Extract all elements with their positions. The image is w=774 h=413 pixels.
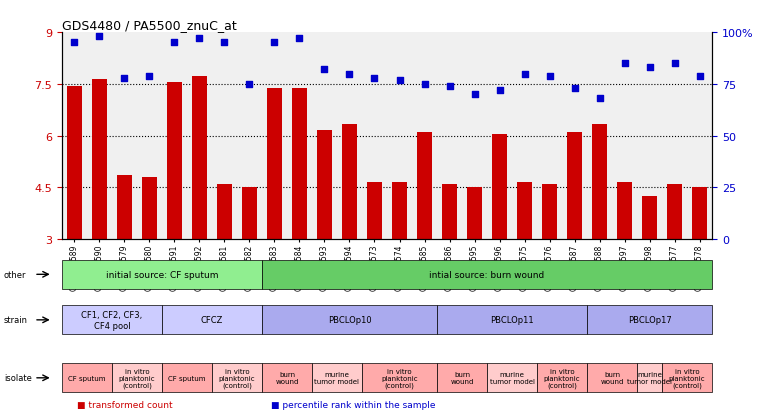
Bar xyxy=(242,187,257,240)
Point xyxy=(393,77,406,84)
Bar xyxy=(642,197,657,240)
Bar xyxy=(317,131,332,240)
Point xyxy=(643,65,656,71)
Text: burn
wound: burn wound xyxy=(450,371,474,385)
Point xyxy=(218,40,231,47)
Bar xyxy=(692,187,707,240)
Text: in vitro
planktonic
(control): in vitro planktonic (control) xyxy=(381,368,418,388)
Point xyxy=(143,73,156,80)
Point xyxy=(168,40,180,47)
Point xyxy=(318,67,330,74)
Point xyxy=(444,83,456,90)
Text: murine
tumor model: murine tumor model xyxy=(489,371,535,385)
Point xyxy=(243,81,255,88)
Text: CF sputum: CF sputum xyxy=(68,375,106,381)
Bar xyxy=(167,83,182,240)
Bar xyxy=(592,124,607,240)
Point xyxy=(493,88,505,94)
Text: GDS4480 / PA5500_znuC_at: GDS4480 / PA5500_znuC_at xyxy=(62,19,237,32)
Text: murine
tumor model: murine tumor model xyxy=(314,371,359,385)
Point xyxy=(194,36,206,43)
Text: CFCZ: CFCZ xyxy=(200,316,223,325)
Point xyxy=(68,40,80,47)
Text: ■ percentile rank within the sample: ■ percentile rank within the sample xyxy=(271,400,436,409)
Bar xyxy=(517,183,532,240)
Text: intial source: burn wound: intial source: burn wound xyxy=(430,270,545,279)
Bar xyxy=(267,89,282,240)
Bar xyxy=(342,124,357,240)
Bar xyxy=(292,89,307,240)
Point xyxy=(669,61,681,67)
Point xyxy=(618,61,631,67)
Text: isolate: isolate xyxy=(4,373,32,382)
Point xyxy=(344,71,356,78)
Bar xyxy=(617,183,632,240)
Text: burn
wound: burn wound xyxy=(276,371,299,385)
Text: PBCLOp17: PBCLOp17 xyxy=(628,316,671,325)
Bar xyxy=(367,183,382,240)
Point xyxy=(93,34,105,40)
Text: CF sputum: CF sputum xyxy=(168,375,206,381)
Text: other: other xyxy=(4,270,26,279)
Point xyxy=(118,75,131,82)
Point xyxy=(519,71,531,78)
Text: in vitro
planktonic
(control): in vitro planktonic (control) xyxy=(218,368,255,388)
Text: initial source: CF sputum: initial source: CF sputum xyxy=(106,270,218,279)
Text: PBCLOp11: PBCLOp11 xyxy=(490,316,534,325)
Point xyxy=(694,73,706,80)
Bar xyxy=(142,178,157,240)
Bar xyxy=(67,86,82,240)
Point xyxy=(368,75,381,82)
Text: murine
tumor model: murine tumor model xyxy=(627,371,672,385)
Bar xyxy=(567,133,582,240)
Point xyxy=(543,73,556,80)
Text: in vitro
planktonic
(control): in vitro planktonic (control) xyxy=(118,368,156,388)
Bar xyxy=(492,135,507,240)
Bar xyxy=(117,176,132,240)
Point xyxy=(568,85,580,92)
Bar xyxy=(442,185,457,240)
Bar xyxy=(417,133,432,240)
Bar xyxy=(667,185,682,240)
Point xyxy=(418,81,430,88)
Text: in vitro
planktonic
(control): in vitro planktonic (control) xyxy=(669,368,705,388)
Text: strain: strain xyxy=(4,316,28,325)
Text: ■ transformed count: ■ transformed count xyxy=(77,400,173,409)
Text: CF1, CF2, CF3,
CF4 pool: CF1, CF2, CF3, CF4 pool xyxy=(81,311,142,330)
Text: in vitro
planktonic
(control): in vitro planktonic (control) xyxy=(543,368,580,388)
Text: PBCLOp10: PBCLOp10 xyxy=(327,316,372,325)
Bar xyxy=(217,185,232,240)
Bar xyxy=(392,183,407,240)
Point xyxy=(594,96,606,102)
Bar xyxy=(192,77,207,240)
Text: burn
wound: burn wound xyxy=(601,371,624,385)
Point xyxy=(293,36,306,43)
Bar xyxy=(92,79,107,240)
Bar xyxy=(542,185,557,240)
Point xyxy=(468,92,481,98)
Point xyxy=(269,40,281,47)
Bar xyxy=(467,187,482,240)
